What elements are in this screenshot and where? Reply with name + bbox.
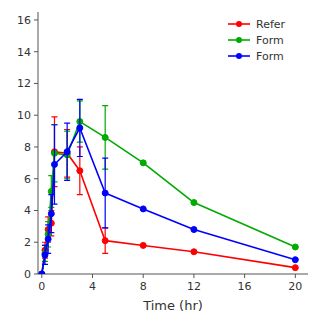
- y-tick: [34, 146, 38, 147]
- y-tick-label: 0: [24, 268, 31, 281]
- point: [102, 238, 108, 244]
- x-tick-label: 12: [187, 280, 201, 293]
- y-tick: [34, 210, 38, 211]
- x-tick-label: 0: [38, 280, 45, 293]
- error-bar: [102, 228, 108, 253]
- legend-marker: [236, 53, 242, 59]
- y-tick-label: 6: [24, 173, 31, 186]
- x-tick: [244, 274, 245, 278]
- legend-label: Refer: [256, 18, 286, 31]
- point: [102, 134, 108, 140]
- point: [77, 125, 83, 131]
- x-tick: [143, 274, 144, 278]
- y-tick-label: 14: [17, 46, 31, 59]
- legend-item: Refer: [228, 18, 286, 31]
- point: [191, 249, 197, 255]
- point: [48, 211, 54, 217]
- point: [45, 236, 51, 242]
- y-tick: [34, 178, 38, 179]
- point: [191, 200, 197, 206]
- y-tick-label: 10: [17, 109, 31, 122]
- y-tick: [34, 274, 38, 275]
- x-tick: [92, 274, 93, 278]
- error-bar: [102, 158, 108, 228]
- point: [140, 242, 146, 248]
- y-tick: [34, 242, 38, 243]
- y-tick-label: 2: [24, 236, 31, 249]
- point: [39, 271, 45, 274]
- x-axis-label: Time (hr): [142, 298, 203, 313]
- y-tick-label: 12: [17, 77, 31, 90]
- x-tick-label: 8: [140, 280, 147, 293]
- y-tick-label: 8: [24, 141, 31, 154]
- x-tick: [295, 274, 296, 278]
- point: [292, 257, 298, 263]
- point: [140, 160, 146, 166]
- x-tick-label: 4: [89, 280, 96, 293]
- error-bar: [45, 225, 51, 254]
- x-tick: [41, 274, 42, 278]
- legend: Refer Form Form: [228, 18, 286, 63]
- y-tick: [34, 51, 38, 52]
- point: [39, 271, 45, 274]
- y-tick: [34, 19, 38, 20]
- axes: 0 4 8 12 16 20 0 2 4 6 8 10 12 14 16: [17, 12, 308, 293]
- x-tick: [193, 274, 194, 278]
- point: [292, 265, 298, 271]
- y-tick-label: 16: [17, 14, 31, 27]
- point: [42, 252, 48, 258]
- error-bar: [77, 99, 83, 156]
- error-bar: [42, 245, 48, 264]
- y-tick-label: 4: [24, 204, 31, 217]
- point: [64, 149, 70, 155]
- point: [77, 168, 83, 174]
- background: [0, 0, 320, 320]
- chart: 0 4 8 12 16 20 0 2 4 6 8 10 12 14 16 Time (hr) Refer Form…: [0, 0, 320, 320]
- x-axis-line: [38, 274, 308, 275]
- x-tick-label: 16: [238, 280, 252, 293]
- point: [292, 244, 298, 250]
- legend-marker: [236, 21, 242, 27]
- point: [39, 271, 45, 274]
- legend-item: Form: [228, 34, 284, 47]
- series: [39, 117, 299, 274]
- legend-label: Form: [256, 34, 284, 47]
- error-bar: [48, 195, 54, 233]
- point: [191, 227, 197, 233]
- y-tick: [34, 83, 38, 84]
- y-tick: [34, 115, 38, 116]
- series-line: [42, 152, 296, 274]
- point: [140, 206, 146, 212]
- error-bar: [64, 123, 70, 180]
- plot-area: [39, 99, 299, 274]
- legend-item: Form: [228, 50, 284, 63]
- point: [51, 161, 57, 167]
- legend-label: Form: [256, 50, 284, 63]
- error-bar: [51, 125, 57, 204]
- series: [39, 101, 299, 274]
- point: [102, 190, 108, 196]
- legend-marker: [236, 37, 242, 43]
- x-tick-label: 20: [288, 280, 302, 293]
- series: [39, 99, 299, 274]
